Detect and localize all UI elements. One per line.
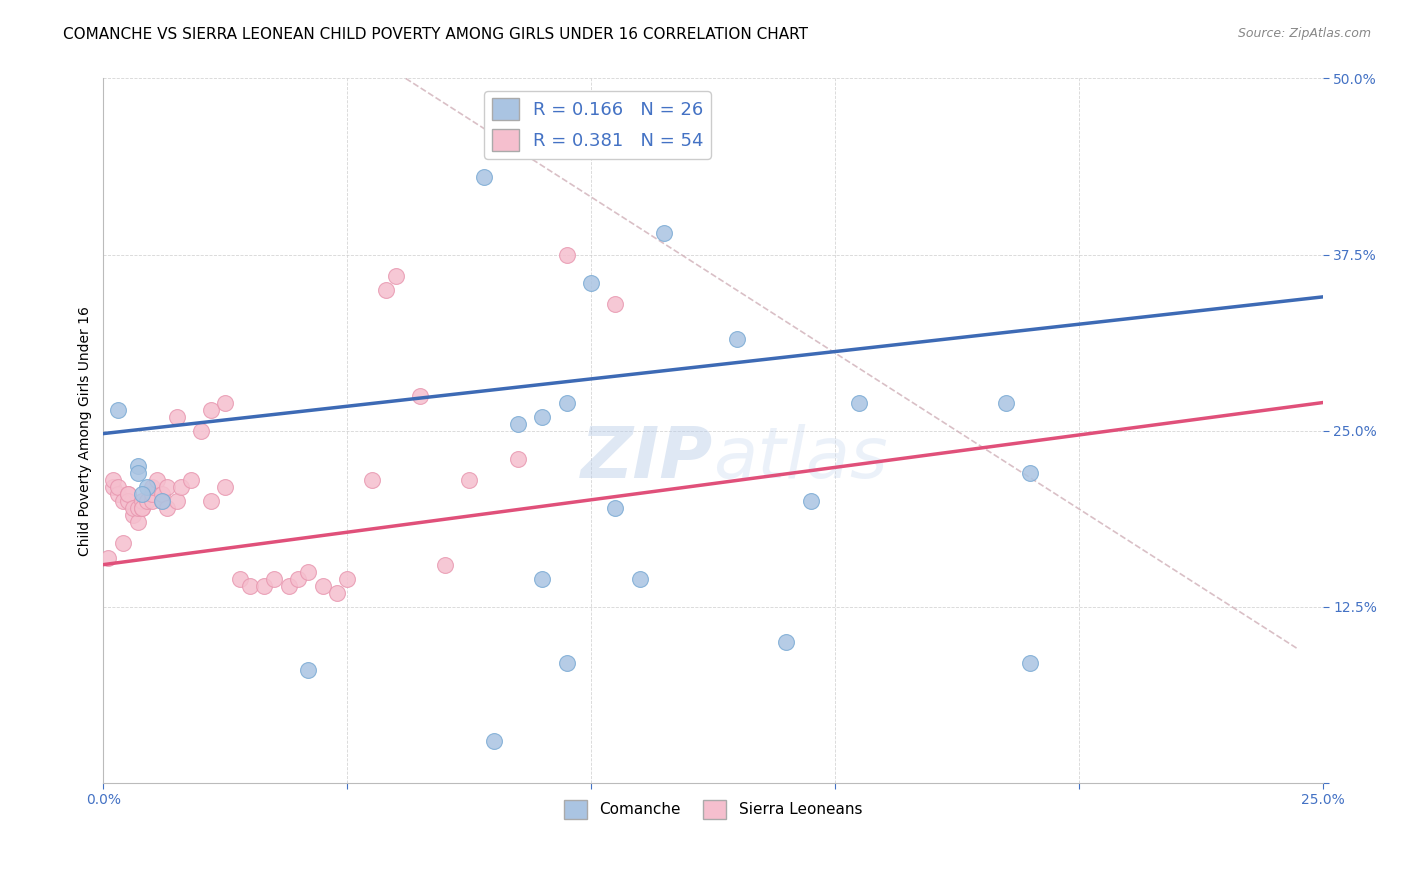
Point (579, 276, 602, 290)
Point (516, 120, 538, 135)
Point (214, 480, 236, 494)
Point (239, 579, 262, 593)
Point (506, 417, 529, 431)
Point (605, 501, 627, 516)
Point (166, 494, 188, 508)
Point (531, 572, 554, 586)
Text: ZIP: ZIP (581, 425, 713, 493)
Point (121, 501, 143, 516)
Point (799, 494, 821, 508)
Legend: Comanche, Sierra Leoneans: Comanche, Sierra Leoneans (558, 794, 869, 825)
Point (628, 572, 651, 586)
Point (131, 487, 153, 501)
Point (127, 516, 149, 530)
Point (725, 332, 748, 346)
Point (117, 487, 139, 501)
Point (385, 268, 408, 283)
Point (150, 487, 173, 501)
Point (156, 480, 179, 494)
Point (297, 565, 319, 579)
Y-axis label: Child Poverty Among Girls Under 16: Child Poverty Among Girls Under 16 (79, 306, 93, 556)
Point (180, 473, 202, 487)
Text: Source: ZipAtlas.com: Source: ZipAtlas.com (1237, 27, 1371, 40)
Point (146, 473, 169, 487)
Point (97, 550, 120, 565)
Point (131, 501, 153, 516)
Point (136, 494, 159, 508)
Point (297, 663, 319, 677)
Point (131, 501, 153, 516)
Point (555, 247, 578, 261)
Point (360, 473, 382, 487)
Point (482, 733, 505, 747)
Point (150, 494, 173, 508)
Point (107, 402, 129, 417)
Point (166, 409, 188, 424)
Point (150, 494, 173, 508)
Point (253, 579, 276, 593)
Text: atlas: atlas (713, 425, 887, 493)
Point (107, 480, 129, 494)
Point (652, 227, 675, 241)
Point (229, 572, 252, 586)
Point (200, 494, 222, 508)
Point (101, 480, 124, 494)
Point (848, 395, 870, 409)
Point (141, 487, 163, 501)
Point (117, 487, 139, 501)
Point (336, 572, 359, 586)
Point (107, 487, 129, 501)
Point (136, 480, 159, 494)
Point (472, 170, 495, 185)
Point (121, 508, 143, 523)
Point (127, 466, 149, 480)
Point (1019, 657, 1042, 671)
Point (1019, 466, 1042, 480)
Point (375, 283, 398, 297)
Point (156, 501, 179, 516)
Point (131, 494, 153, 508)
Point (127, 458, 149, 473)
Point (111, 536, 134, 550)
Point (555, 395, 578, 409)
Point (141, 494, 163, 508)
Point (127, 501, 149, 516)
Point (506, 452, 529, 467)
Point (555, 657, 578, 671)
Text: COMANCHE VS SIERRA LEONEAN CHILD POVERTY AMONG GIRLS UNDER 16 CORRELATION CHART: COMANCHE VS SIERRA LEONEAN CHILD POVERTY… (63, 27, 808, 42)
Point (458, 473, 481, 487)
Point (287, 572, 309, 586)
Point (200, 402, 222, 417)
Point (994, 395, 1017, 409)
Point (117, 494, 139, 508)
Point (326, 586, 349, 600)
Point (277, 579, 299, 593)
Point (141, 480, 163, 494)
Point (409, 388, 432, 402)
Point (111, 494, 134, 508)
Point (433, 558, 456, 572)
Point (263, 572, 285, 586)
Point (312, 579, 335, 593)
Point (775, 635, 797, 649)
Point (101, 473, 124, 487)
Point (605, 297, 627, 311)
Point (170, 480, 193, 494)
Point (190, 424, 212, 438)
Point (214, 395, 236, 409)
Point (531, 409, 554, 424)
